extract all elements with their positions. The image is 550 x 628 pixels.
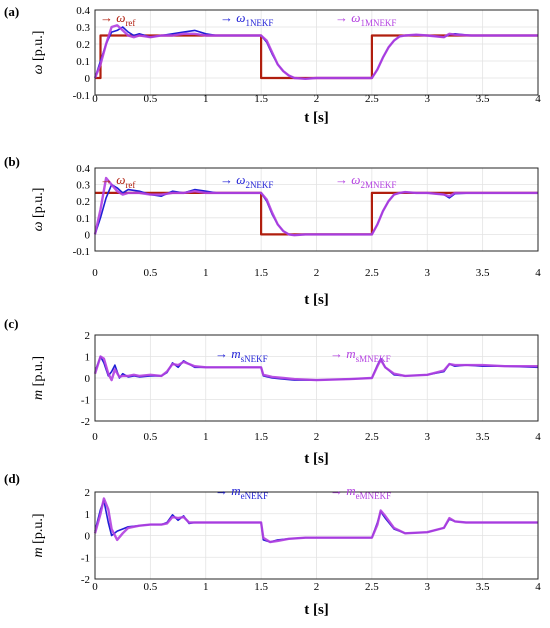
x-tick-label: 3 — [425, 267, 431, 279]
y-tick-label: -2 — [81, 416, 90, 428]
y-tick-label: 0.2 — [76, 196, 90, 208]
panel-label: (b) — [4, 154, 20, 169]
y-tick-label: 0.3 — [76, 22, 90, 34]
x-tick-label: 1 — [203, 267, 209, 279]
series-line-eMNEKF — [93, 497, 538, 544]
x-tick-label: 1.5 — [254, 93, 268, 105]
x-tick-label: 1.5 — [254, 431, 268, 443]
legend-entry-1MNEKF: → ω1MNEKF — [335, 10, 396, 28]
y-tick-label: 2 — [85, 330, 91, 342]
x-tick-label: 0.5 — [144, 581, 158, 593]
x-tick-label: 4 — [535, 581, 541, 593]
y-tick-label: -2 — [81, 574, 90, 586]
x-tick-label: 0.5 — [144, 267, 158, 279]
y-tick-label: 0.4 — [76, 163, 90, 175]
y-tick-label: 0 — [85, 229, 91, 241]
x-tick-label: 2.5 — [365, 267, 379, 279]
y-tick-label: 0.2 — [76, 39, 90, 51]
x-tick-label: 2.5 — [365, 431, 379, 443]
legend-entry-ref: → ωref — [100, 10, 135, 28]
y-axis-label: m [p.u.] — [31, 356, 46, 400]
panel-label: (c) — [4, 316, 18, 331]
x-tick-label: 0 — [92, 93, 98, 105]
legend-entry-sNEKF: → msNEKF — [215, 346, 268, 364]
x-tick-label: 0 — [92, 267, 98, 279]
x-tick-label: 3 — [425, 93, 431, 105]
y-tick-label: 0.4 — [76, 5, 90, 17]
legend-entry-2NEKF: → ω2NEKF — [220, 172, 273, 190]
axes-frame — [94, 9, 539, 96]
y-tick-label: 0.3 — [76, 180, 90, 192]
x-tick-label: 1.5 — [254, 267, 268, 279]
y-tick-label: 0.1 — [76, 213, 90, 225]
y-axis-label: ω [p.u.] — [31, 188, 46, 232]
x-tick-label: 0 — [92, 431, 98, 443]
panel-label: (d) — [4, 471, 20, 486]
y-axis-label: m [p.u.] — [31, 514, 46, 558]
x-tick-label: 2.5 — [365, 93, 379, 105]
axes-frame — [94, 167, 539, 252]
x-tick-label: 3.5 — [476, 267, 490, 279]
y-tick-label: -0.1 — [73, 90, 90, 102]
x-tick-label: 4 — [535, 93, 541, 105]
panel-b: 0 0.5 1 1.5 2 2.5 3 3.5 4-0.100.10.20.30.4→ ωref… — [4, 154, 541, 308]
panel-a: 0 0.5 1 1.5 2 2.5 3 3.5 4-0.100.10.20.30.4 → ωref… — [4, 4, 541, 126]
y-tick-label: 0 — [85, 73, 91, 85]
panel-d: 0 0.5 1 1.5 2 2.5 3 3.5 4 -2 -1 0 1 2 → meNEKF → meMNEK… — [4, 471, 541, 618]
series-line-ref — [95, 191, 538, 236]
x-tick-label: 3.5 — [476, 431, 490, 443]
x-tick-label: 2 — [314, 93, 320, 105]
x-tick-label: 1 — [203, 431, 209, 443]
axes-frame — [94, 491, 539, 580]
y-tick-label: -1 — [81, 552, 90, 564]
series-line-ref — [95, 34, 538, 80]
x-tick-label: 3.5 — [476, 581, 490, 593]
series-line-1MNEKF — [93, 24, 538, 81]
x-tick-label: 2 — [314, 267, 320, 279]
x-tick-label: 4 — [535, 267, 541, 279]
y-tick-label: 2 — [85, 487, 91, 499]
x-axis-label: t [s] — [304, 292, 329, 308]
y-tick-label: -1 — [81, 395, 90, 407]
legend-entry-ref: → ωref — [100, 172, 135, 190]
series-line-2MNEKF — [93, 176, 538, 237]
series-line-sMNEKF — [93, 355, 538, 382]
x-tick-label: 1 — [203, 93, 209, 105]
x-axis-label: t [s] — [304, 451, 329, 467]
y-tick-label: 1 — [85, 509, 91, 521]
legend-entry-eMNEKF: → meMNEKF — [330, 483, 391, 501]
x-tick-label: 3 — [425, 581, 431, 593]
y-tick-label: 1 — [85, 352, 91, 364]
x-tick-label: 2.5 — [365, 581, 379, 593]
y-tick-label: 0 — [85, 531, 91, 543]
x-tick-label: 1 — [203, 581, 209, 593]
x-tick-label: 0 — [92, 581, 98, 593]
y-axis-label: ω [p.u.] — [31, 31, 46, 75]
y-tick-label: -0.1 — [73, 246, 90, 258]
legend-entry-1NEKF: → ω1NEKF — [220, 10, 273, 28]
y-tick-label: 0.1 — [76, 56, 90, 68]
y-tick-label: 0 — [85, 373, 91, 385]
panel-label: (a) — [4, 4, 19, 19]
x-tick-label: 2 — [314, 431, 320, 443]
axes-frame — [94, 334, 539, 422]
x-tick-label: 3.5 — [476, 93, 490, 105]
legend-entry-eNEKF: → meNEKF — [215, 483, 268, 501]
x-tick-label: 0.5 — [144, 93, 158, 105]
x-tick-label: 4 — [535, 431, 541, 443]
x-tick-label: 3 — [425, 431, 431, 443]
x-axis-label: t [s] — [304, 602, 329, 618]
legend-entry-sMNEKF: → msMNEKF — [330, 346, 391, 364]
legend-entry-2MNEKF: → ω2MNEKF — [335, 172, 396, 190]
x-tick-label: 1.5 — [254, 581, 268, 593]
panel-c: 0 0.5 1 1.5 2 2.5 3 3.5 4 -2 -1 0 1 2 → msNEKF → msMNEK… — [4, 316, 541, 467]
x-tick-label: 0.5 — [144, 431, 158, 443]
x-axis-label: t [s] — [304, 110, 329, 126]
x-tick-label: 2 — [314, 581, 320, 593]
